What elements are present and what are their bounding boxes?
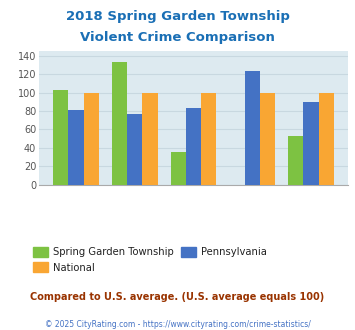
Text: © 2025 CityRating.com - https://www.cityrating.com/crime-statistics/: © 2025 CityRating.com - https://www.city… [45, 320, 310, 329]
Bar [84, 93, 99, 185]
Text: Compared to U.S. average. (U.S. average equals 100): Compared to U.S. average. (U.S. average … [31, 292, 324, 302]
Bar [142, 93, 158, 185]
Bar [53, 90, 69, 185]
Legend: Spring Garden Township, National, Pennsylvania: Spring Garden Township, National, Pennsy… [29, 243, 271, 277]
Bar [112, 62, 127, 185]
Bar [201, 93, 217, 185]
Bar [288, 136, 303, 185]
Bar [69, 110, 84, 185]
Bar [303, 102, 318, 185]
Text: Violent Crime Comparison: Violent Crime Comparison [80, 31, 275, 44]
Bar [186, 108, 201, 185]
Bar [170, 151, 186, 185]
Text: 2018 Spring Garden Township: 2018 Spring Garden Township [66, 10, 289, 23]
Bar [127, 114, 142, 185]
Bar [245, 71, 260, 185]
Bar [260, 93, 275, 185]
Bar [318, 93, 334, 185]
